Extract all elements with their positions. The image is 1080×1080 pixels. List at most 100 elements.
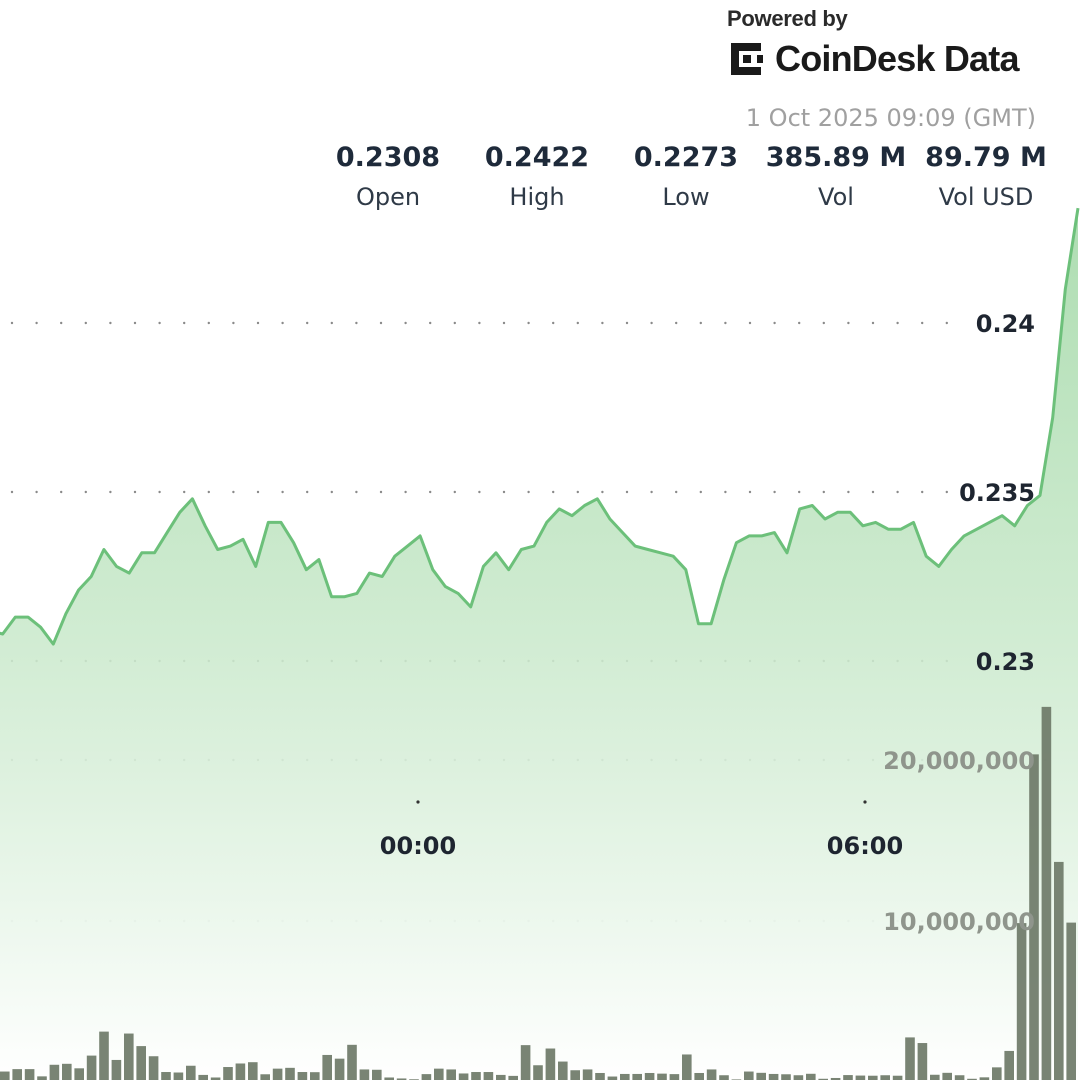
- stat-vol: 385.89 M Vol: [761, 142, 911, 211]
- volume-bar: [322, 1054, 332, 1080]
- volume-bar: [508, 1075, 518, 1080]
- volume-bar: [421, 1074, 432, 1080]
- x-tick-label: 06:00: [827, 832, 903, 860]
- stat-value: 385.89 M: [765, 142, 907, 173]
- volume-bar: [570, 1070, 580, 1080]
- volume-bar: [148, 1056, 159, 1080]
- volume-bar: [223, 1067, 233, 1080]
- volume-bar: [644, 1072, 655, 1080]
- price-tick-label: 0.24: [976, 310, 1035, 338]
- volume-bar: [706, 1069, 717, 1080]
- volume-bar: [880, 1075, 890, 1080]
- timestamp: 1 Oct 2025 09:09 (GMT): [745, 104, 1036, 132]
- stat-label: High: [509, 183, 565, 211]
- volume-bar: [781, 1074, 791, 1080]
- volume-bar: [12, 1069, 22, 1080]
- volume-bar: [520, 1045, 531, 1080]
- volume-bar: [620, 1073, 630, 1080]
- stat-low: 0.2273 Low: [611, 142, 761, 211]
- volume-bar: [372, 1069, 382, 1080]
- powered-by-label: Powered by: [727, 6, 848, 31]
- price-line: [0, 207, 1080, 646]
- brand-row[interactable]: CoinDesk Data: [727, 38, 1047, 80]
- volume-bar: [1054, 861, 1064, 1080]
- volume-bar: [86, 1055, 97, 1080]
- stat-label: Vol: [818, 183, 854, 211]
- volume-bar: [111, 1059, 122, 1080]
- volume-bar: [756, 1072, 766, 1080]
- volume-bar: [235, 1063, 246, 1080]
- volume-bar: [124, 1033, 134, 1080]
- volume-bar: [954, 1075, 965, 1080]
- stat-value: 89.79 M: [925, 142, 1047, 173]
- volume-bar: [669, 1074, 680, 1080]
- volume-bar: [359, 1069, 370, 1080]
- volume-bar: [458, 1073, 469, 1080]
- volume-bar: [992, 1067, 1002, 1080]
- price-tick-label: 0.235: [959, 479, 1035, 507]
- volume-bar: [384, 1077, 394, 1080]
- volume-bars: [0, 706, 1076, 1080]
- volume-bar: [173, 1072, 184, 1080]
- volume-bar: [892, 1075, 903, 1080]
- volume-bar: [1041, 706, 1052, 1080]
- stat-label: Low: [662, 183, 710, 211]
- stat-vol-usd: 89.79 M Vol USD: [911, 142, 1061, 211]
- powered-by-brand: Powered by CoinDesk Data: [727, 6, 1047, 80]
- stat-label: Vol USD: [938, 183, 1034, 211]
- stat-value: 0.2308: [335, 142, 441, 173]
- stat-open: 0.2308 Open: [313, 142, 463, 211]
- volume-bar: [1029, 754, 1039, 1080]
- volume-bar: [49, 1064, 60, 1080]
- volume-bar: [930, 1074, 940, 1080]
- volume-bar: [855, 1075, 866, 1080]
- volume-bar: [272, 1068, 283, 1080]
- stat-value: 0.2422: [484, 142, 590, 173]
- volume-bar: [545, 1048, 556, 1080]
- volume-bar: [99, 1031, 109, 1080]
- x-tick-label: 00:00: [380, 832, 456, 860]
- volume-bar: [806, 1073, 816, 1080]
- stat-high: 0.2422 High: [462, 142, 612, 211]
- volume-bar: [74, 1068, 84, 1080]
- volume-bar: [37, 1076, 47, 1080]
- volume-bar: [917, 1043, 928, 1080]
- volume-bar: [210, 1077, 221, 1080]
- volume-bar: [136, 1046, 146, 1080]
- volume-bar: [632, 1073, 642, 1080]
- brand-name: CoinDesk Data: [775, 38, 1019, 79]
- volume-bar: [260, 1074, 270, 1080]
- coindesk-logo-icon: [731, 43, 763, 75]
- x-axis-ticks: 00:00 06:00: [380, 800, 903, 860]
- price-area-fill: [0, 208, 1078, 1080]
- volume-bar: [285, 1067, 295, 1080]
- volume-bar: [434, 1068, 444, 1080]
- volume-tick-label: 20,000,000: [883, 747, 1035, 775]
- volume-bar: [533, 1065, 543, 1080]
- volume-bar: [843, 1075, 853, 1080]
- volume-bar: [1004, 1050, 1014, 1080]
- volume-bar: [0, 1071, 10, 1080]
- volume-bar: [682, 1054, 692, 1080]
- volume-bar: [334, 1058, 345, 1080]
- volume-bar: [694, 1072, 704, 1080]
- volume-bar: [818, 1078, 828, 1080]
- volume-bar: [24, 1069, 35, 1080]
- volume-bar: [905, 1037, 915, 1080]
- price-tick-label: 0.23: [976, 648, 1035, 676]
- x-tick-mark: [416, 800, 420, 804]
- volume-bar: [942, 1072, 952, 1080]
- volume-bar: [297, 1072, 308, 1080]
- volume-tick-label: 10,000,000: [883, 908, 1035, 936]
- volume-bar: [967, 1078, 977, 1080]
- volume-bar: [248, 1062, 258, 1080]
- volume-bar: [161, 1072, 171, 1080]
- volume-bar: [558, 1061, 568, 1080]
- volume-bar: [310, 1072, 320, 1080]
- volume-bar: [1016, 923, 1027, 1080]
- volume-bar: [657, 1073, 667, 1080]
- volume-bar: [868, 1075, 878, 1080]
- x-tick-mark: [863, 800, 867, 804]
- volume-bar: [347, 1044, 357, 1080]
